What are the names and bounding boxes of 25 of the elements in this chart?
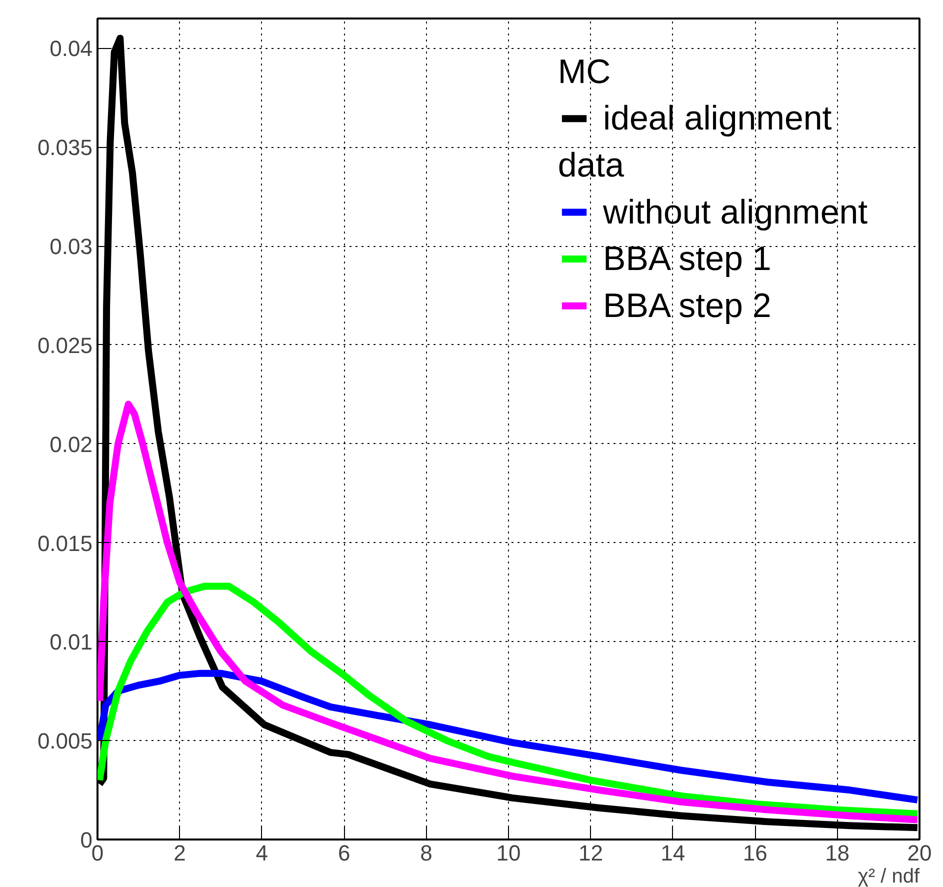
x-tick-label: 16 <box>742 840 768 866</box>
x-tick-label: 14 <box>660 840 686 866</box>
y-tick-label: 0.015 <box>37 530 93 556</box>
annotation: MC <box>558 52 611 91</box>
x-tick-label: 12 <box>578 840 603 866</box>
y-tick-label: 0.025 <box>37 332 93 358</box>
x-tick-label: 18 <box>825 840 850 866</box>
legend-label: ideal alignment <box>603 100 832 138</box>
y-tick-label: 0.04 <box>50 36 93 62</box>
y-tick-label: 0.005 <box>37 728 93 754</box>
x-tick-label: 4 <box>256 840 268 866</box>
x-tick-label: 6 <box>338 840 350 866</box>
y-tick-label: 0.035 <box>37 135 93 160</box>
x-tick-label: 10 <box>496 840 521 866</box>
x-axis-title: χ² / ndf <box>858 866 920 887</box>
legend-label: BBA step 2 <box>603 286 772 325</box>
y-tick-label: 0.02 <box>50 432 93 457</box>
y-tick-label: 0.03 <box>50 234 93 260</box>
legend-label: without alignment <box>602 193 868 232</box>
x-tick-label: 8 <box>420 840 432 866</box>
x-tick-label: 2 <box>174 840 186 866</box>
x-tick-label: 20 <box>907 840 932 866</box>
annotation: data <box>558 146 624 184</box>
y-tick-label: 0.01 <box>50 630 93 655</box>
legend-label: BBA step 1 <box>603 240 772 278</box>
